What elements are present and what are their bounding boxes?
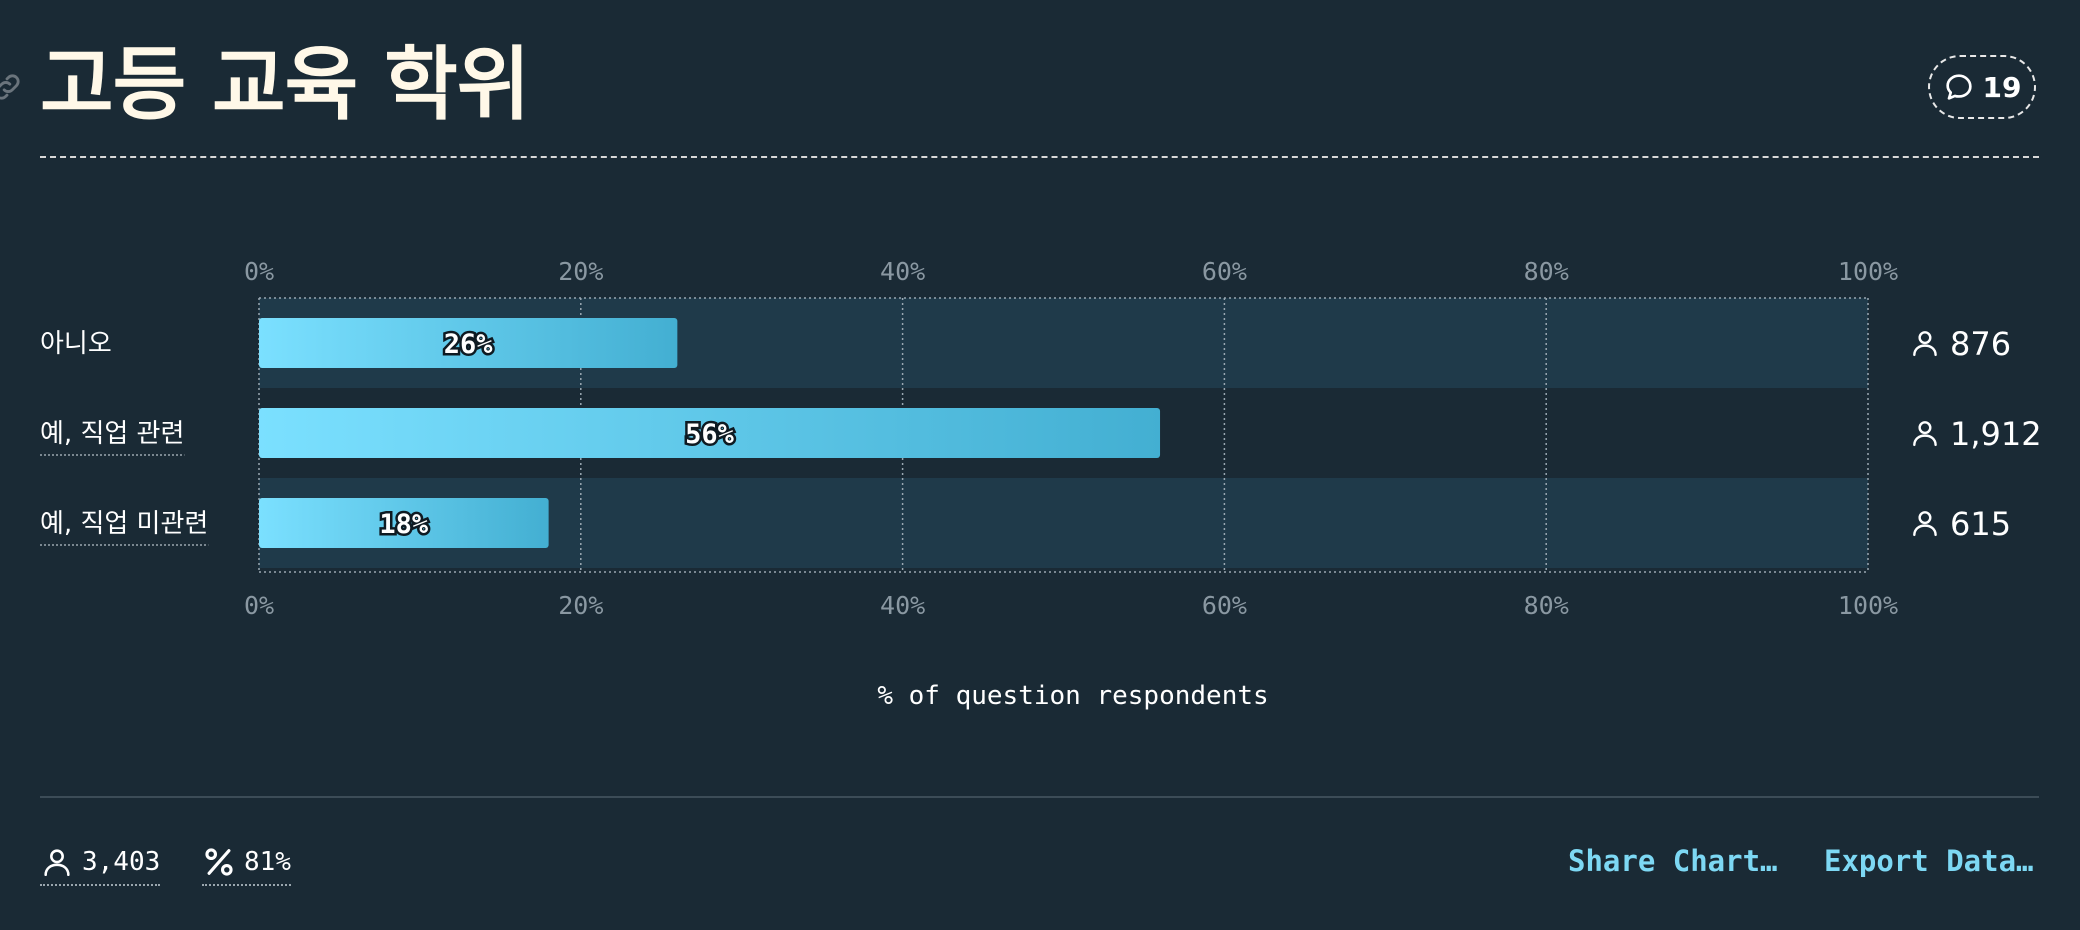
total-respondents[interactable]: 3,403: [40, 842, 161, 886]
tick-label-bottom: 100%: [1838, 591, 1898, 620]
category-label[interactable]: 예, 직업 관련: [40, 419, 184, 449]
bar[interactable]: [259, 498, 549, 548]
tick-label-top: 0%: [244, 257, 274, 286]
export-data-button[interactable]: Export Data…: [1824, 844, 2034, 878]
category-label[interactable]: 아니오: [40, 329, 112, 359]
bars: [259, 318, 1161, 548]
comments-button[interactable]: 19: [1928, 55, 2036, 119]
bar-value-label: 26%: [444, 329, 494, 360]
respondent-counts: 876 1,912 615: [1913, 325, 2042, 543]
person-icon: [1913, 511, 1937, 537]
tick-label-top: 100%: [1838, 257, 1898, 286]
person-icon: [1913, 421, 1937, 447]
bar[interactable]: [259, 318, 678, 368]
speech-bubble-icon: [1945, 74, 1972, 100]
bottom-tick-labels: 0% 20% 40% 60% 80% 100%: [244, 591, 1898, 620]
tick-label-bottom: 40%: [880, 591, 925, 620]
category-label[interactable]: 예, 직업 미관련: [40, 509, 208, 539]
tick-label-top: 20%: [558, 257, 603, 286]
total-respondents-value: 3,403: [82, 847, 161, 877]
respondent-count-value: 1,912: [1950, 415, 2042, 453]
response-rate-value: 81%: [244, 847, 291, 877]
comment-count: 19: [1982, 70, 2022, 104]
person-icon: [1913, 331, 1937, 357]
header-divider: [40, 156, 2039, 158]
response-rate[interactable]: 81%: [202, 842, 291, 886]
bar[interactable]: [259, 408, 1161, 458]
tick-label-bottom: 20%: [558, 591, 603, 620]
bar-value-labels: 26% 56% 18%: [377, 327, 737, 543]
percent-icon: [205, 848, 233, 876]
tick-label-bottom: 80%: [1524, 591, 1569, 620]
respondent-count: 876: [1913, 325, 2011, 363]
link-icon[interactable]: [0, 70, 24, 104]
tick-label-bottom: 0%: [244, 591, 274, 620]
top-tick-labels: 0% 20% 40% 60% 80% 100%: [244, 257, 1898, 286]
share-chart-button[interactable]: Share Chart…: [1568, 844, 1778, 878]
tick-label-top: 40%: [880, 257, 925, 286]
person-icon: [44, 849, 70, 877]
respondent-count-value: 615: [1950, 505, 2011, 543]
tick-label-bottom: 60%: [1202, 591, 1247, 620]
tick-label-top: 60%: [1202, 257, 1247, 286]
respondent-count-value: 876: [1950, 325, 2011, 363]
bar-value-label: 56%: [685, 419, 735, 450]
bar-value-label: 18%: [379, 509, 429, 540]
page-title: 고등 교육 학위: [40, 38, 530, 131]
x-axis-title: % of question respondents: [877, 681, 1268, 711]
row-bands: [259, 298, 1868, 568]
footer-divider: [40, 796, 2039, 798]
respondent-count: 1,912: [1913, 415, 2042, 453]
respondent-count: 615: [1913, 505, 2011, 543]
tick-label-top: 80%: [1524, 257, 1569, 286]
